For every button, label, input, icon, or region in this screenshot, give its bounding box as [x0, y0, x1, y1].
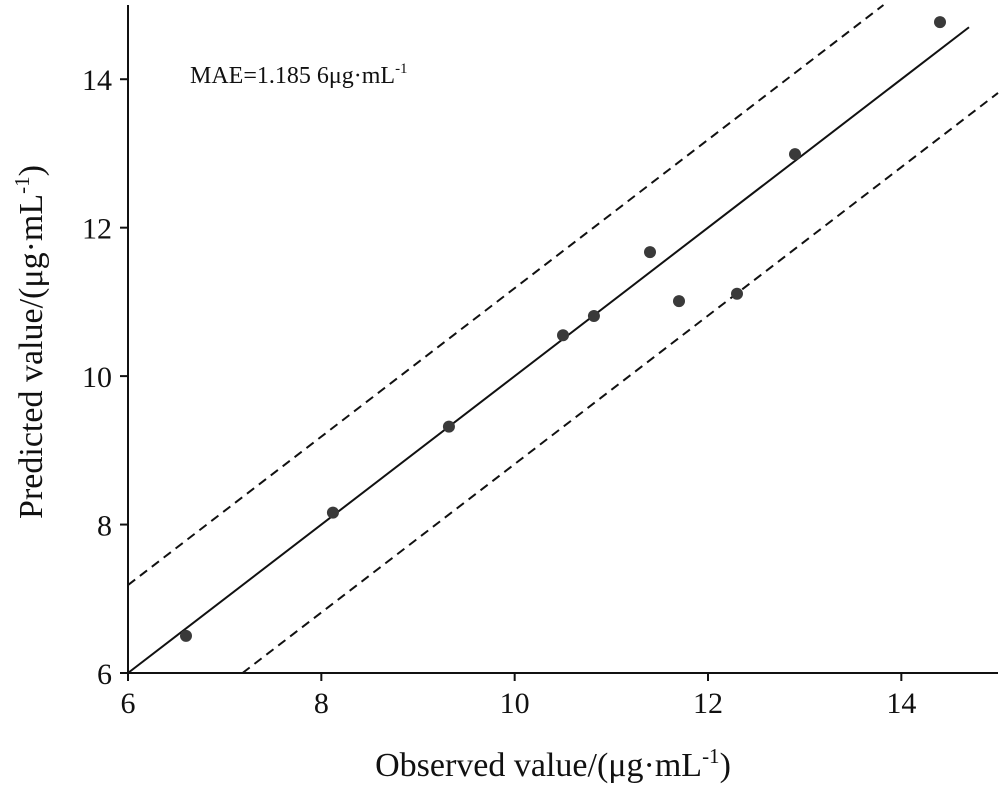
x-tick-label: 8: [314, 687, 329, 720]
y-tick-label: 12: [82, 213, 112, 246]
axes: [127, 5, 998, 674]
data-point: [557, 329, 569, 342]
x-tick-label: 14: [886, 687, 916, 720]
mae-annotation: MAE=1.185 6μg·mL-1: [190, 61, 408, 89]
data-point: [673, 295, 685, 308]
y-tick-label: 10: [82, 361, 112, 394]
x-tick-label: 6: [121, 687, 136, 720]
x-tick-label: 10: [500, 687, 530, 720]
identity-line: [127, 26, 970, 674]
data-point: [644, 246, 656, 259]
lower-bound-line: [241, 92, 999, 674]
data-points: [180, 16, 946, 642]
data-point: [789, 148, 801, 161]
data-point: [326, 506, 339, 519]
data-point: [731, 287, 743, 300]
data-point: [587, 309, 600, 322]
x-axis-title: Observed value/(μg·mL-1): [375, 744, 731, 784]
data-point: [934, 16, 946, 29]
ticks: 6 8 10 12 14 6 8 10 12 14: [82, 64, 916, 720]
upper-bound-line: [127, 4, 885, 586]
reference-lines: [127, 4, 999, 674]
x-tick-label: 12: [693, 687, 723, 720]
y-tick-label: 14: [82, 64, 112, 97]
data-point: [180, 629, 192, 642]
y-axis-title: Predicted value/(μg·mL-1): [10, 165, 50, 519]
y-tick-label: 6: [97, 658, 112, 691]
data-point: [442, 420, 455, 433]
y-tick-label: 8: [97, 510, 112, 543]
